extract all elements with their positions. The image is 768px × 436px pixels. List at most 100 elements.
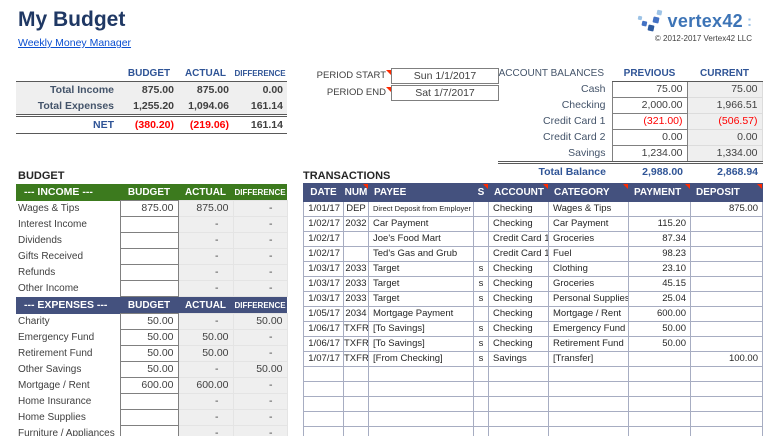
- tx-deposit-cell[interactable]: [690, 276, 763, 292]
- tx-payment-cell[interactable]: [628, 351, 691, 367]
- budget-difference-cell[interactable]: -: [232, 232, 288, 249]
- tx-status-cell[interactable]: [473, 216, 489, 232]
- budget-actual-cell[interactable]: 875.00: [177, 200, 234, 217]
- budget-input-cell[interactable]: [119, 264, 179, 281]
- tx-account-cell[interactable]: [488, 426, 549, 436]
- budget-actual-cell[interactable]: -: [177, 280, 234, 297]
- tx-deposit-cell[interactable]: 875.00: [690, 201, 763, 217]
- tx-category-cell[interactable]: [Transfer]: [548, 351, 629, 367]
- summary-value-cell[interactable]: 875.00: [196, 84, 229, 96]
- tx-payee-cell[interactable]: [368, 366, 474, 382]
- tx-deposit-cell[interactable]: 100.00: [690, 351, 763, 367]
- summary-value-cell[interactable]: 1,255.20: [133, 100, 174, 112]
- tx-date-cell[interactable]: 1/06/17: [303, 321, 344, 337]
- tx-payment-cell[interactable]: 600.00: [628, 306, 691, 322]
- budget-actual-cell[interactable]: -: [177, 264, 234, 281]
- tx-num-cell[interactable]: [343, 231, 369, 247]
- tx-num-cell[interactable]: TXFR: [343, 351, 369, 367]
- budget-input-cell[interactable]: [119, 409, 179, 426]
- tx-status-cell[interactable]: [473, 366, 489, 382]
- tx-account-cell[interactable]: Checking: [488, 216, 549, 232]
- budget-difference-cell[interactable]: -: [232, 264, 288, 281]
- tx-num-cell[interactable]: [343, 366, 369, 382]
- budget-actual-cell[interactable]: -: [177, 313, 234, 330]
- tx-account-cell[interactable]: Checking: [488, 261, 549, 277]
- budget-difference-cell[interactable]: 50.00: [232, 313, 288, 330]
- budget-actual-cell[interactable]: -: [177, 393, 234, 410]
- tx-category-cell[interactable]: Wages & Tips: [548, 201, 629, 217]
- tx-payee-cell[interactable]: [To Savings]: [368, 336, 474, 352]
- tx-payment-cell[interactable]: 115.20: [628, 216, 691, 232]
- account-previous-cell[interactable]: 1,234.00: [611, 145, 688, 163]
- tx-date-cell[interactable]: 1/03/17: [303, 261, 344, 277]
- budget-input-cell[interactable]: [119, 216, 179, 233]
- tx-num-cell[interactable]: TXFR: [343, 321, 369, 337]
- budget-actual-cell[interactable]: -: [177, 248, 234, 265]
- tx-deposit-cell[interactable]: [690, 306, 763, 322]
- budget-actual-cell[interactable]: -: [177, 232, 234, 249]
- tx-date-cell[interactable]: [303, 411, 344, 427]
- tx-date-cell[interactable]: [303, 366, 344, 382]
- tx-status-cell[interactable]: [473, 381, 489, 397]
- tx-deposit-cell[interactable]: [690, 336, 763, 352]
- budget-input-cell[interactable]: [119, 248, 179, 265]
- tx-date-cell[interactable]: 1/02/17: [303, 231, 344, 247]
- tx-payment-cell[interactable]: [628, 381, 691, 397]
- tx-status-cell[interactable]: [473, 411, 489, 427]
- tx-date-cell[interactable]: [303, 381, 344, 397]
- tx-account-cell[interactable]: Savings: [488, 351, 549, 367]
- budget-difference-cell[interactable]: -: [232, 393, 288, 410]
- tx-payee-cell[interactable]: Target: [368, 261, 474, 277]
- tx-status-cell[interactable]: s: [473, 291, 489, 307]
- tx-category-cell[interactable]: [548, 411, 629, 427]
- tx-num-cell[interactable]: 2033: [343, 261, 369, 277]
- tx-payment-cell[interactable]: 50.00: [628, 321, 691, 337]
- budget-actual-cell[interactable]: 50.00: [177, 329, 234, 346]
- account-current-cell[interactable]: (506.57): [686, 113, 763, 130]
- tx-payment-cell[interactable]: [628, 411, 691, 427]
- budget-difference-cell[interactable]: -: [232, 216, 288, 233]
- tx-status-cell[interactable]: [473, 231, 489, 247]
- tx-deposit-cell[interactable]: [690, 321, 763, 337]
- account-previous-cell[interactable]: 75.00: [611, 81, 688, 98]
- account-previous-cell[interactable]: 0.00: [611, 129, 688, 146]
- tx-payee-cell[interactable]: [From Checking]: [368, 351, 474, 367]
- budget-difference-cell[interactable]: -: [232, 425, 288, 436]
- budget-difference-cell[interactable]: -: [232, 200, 288, 217]
- tx-status-cell[interactable]: [473, 246, 489, 262]
- tx-payment-cell[interactable]: [628, 396, 691, 412]
- tx-status-cell[interactable]: [473, 396, 489, 412]
- budget-actual-cell[interactable]: 600.00: [177, 377, 234, 394]
- tx-num-cell[interactable]: [343, 411, 369, 427]
- tx-date-cell[interactable]: 1/03/17: [303, 276, 344, 292]
- tx-num-cell[interactable]: [343, 426, 369, 436]
- tx-category-cell[interactable]: Groceries: [548, 276, 629, 292]
- tx-date-cell[interactable]: 1/02/17: [303, 246, 344, 262]
- tx-deposit-cell[interactable]: [690, 246, 763, 262]
- tx-status-cell[interactable]: s: [473, 276, 489, 292]
- budget-difference-cell[interactable]: 50.00: [232, 361, 288, 378]
- budget-actual-cell[interactable]: -: [177, 216, 234, 233]
- tx-status-cell[interactable]: s: [473, 321, 489, 337]
- tx-account-cell[interactable]: Checking: [488, 306, 549, 322]
- budget-difference-cell[interactable]: -: [232, 409, 288, 426]
- budget-input-cell[interactable]: [119, 232, 179, 249]
- tx-num-cell[interactable]: 2033: [343, 276, 369, 292]
- tx-payment-cell[interactable]: 25.04: [628, 291, 691, 307]
- tx-deposit-cell[interactable]: [690, 411, 763, 427]
- tx-deposit-cell[interactable]: [690, 381, 763, 397]
- tx-account-cell[interactable]: Checking: [488, 276, 549, 292]
- budget-input-cell[interactable]: [119, 280, 179, 297]
- tx-category-cell[interactable]: [548, 396, 629, 412]
- tx-status-cell[interactable]: s: [473, 261, 489, 277]
- tx-payee-cell[interactable]: [368, 396, 474, 412]
- budget-actual-cell[interactable]: -: [177, 361, 234, 378]
- period-start-input[interactable]: Sun 1/1/2017: [391, 67, 499, 84]
- tx-payee-cell[interactable]: [368, 426, 474, 436]
- account-current-cell[interactable]: 1,966.51: [686, 97, 763, 114]
- tx-num-cell[interactable]: TXFR: [343, 336, 369, 352]
- tx-account-cell[interactable]: [488, 411, 549, 427]
- tx-num-cell[interactable]: 2032: [343, 216, 369, 232]
- summary-value-cell[interactable]: (380.20): [120, 114, 178, 134]
- budget-difference-cell[interactable]: -: [232, 280, 288, 297]
